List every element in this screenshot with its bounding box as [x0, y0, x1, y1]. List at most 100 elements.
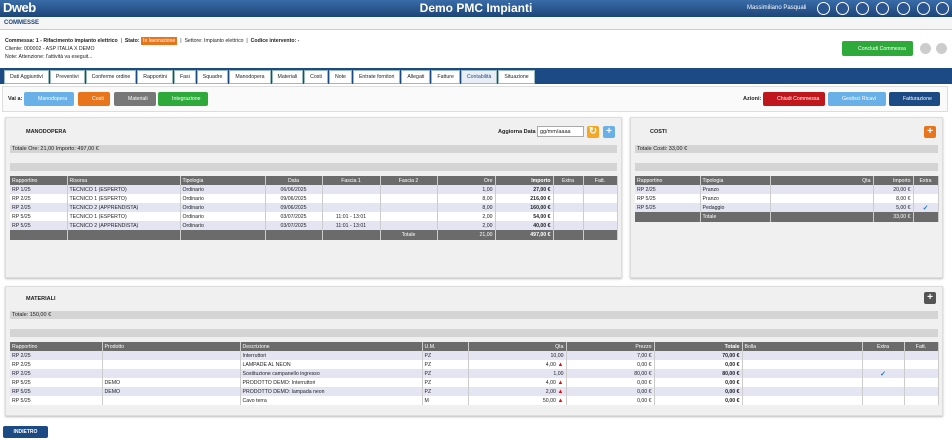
- cell: PZ: [422, 351, 469, 360]
- column-header: Importo: [873, 176, 914, 185]
- column-header: Prezzo: [566, 342, 655, 351]
- action-button[interactable]: Chiudi Commessa: [763, 92, 825, 106]
- materiali-table: Rapportino Prodotto Descrizione U.M. Qta Prez…: [10, 342, 939, 405]
- header-row: RapportinoTipologiaQtaImportoExtraFatt.: [635, 176, 939, 185]
- goto-button[interactable]: Costi: [78, 92, 110, 106]
- tab[interactable]: Materiali: [271, 70, 304, 84]
- tab[interactable]: Allegati: [401, 70, 431, 84]
- cell: [742, 360, 863, 369]
- actions-label: Azioni:: [743, 96, 762, 102]
- tab[interactable]: Conferme ordine: [85, 70, 137, 84]
- tab[interactable]: Fatture: [431, 70, 460, 84]
- cell: [583, 185, 618, 194]
- stato-badge: In lavorazione: [141, 37, 178, 45]
- tab[interactable]: Manodopera: [229, 70, 271, 84]
- cell: [380, 212, 438, 221]
- cell: [553, 203, 584, 212]
- action-button[interactable]: Gestisci Ricavi: [828, 92, 886, 106]
- cell: RP 2/25: [10, 194, 68, 203]
- grid-icon[interactable]: [897, 2, 910, 15]
- home-icon[interactable]: [917, 2, 930, 15]
- add-button[interactable]: +: [924, 126, 936, 138]
- tab[interactable]: Entrate fornitori: [352, 70, 401, 84]
- column-header: Data: [265, 176, 323, 185]
- info-icon[interactable]: [876, 2, 889, 15]
- cell: 8,00: [437, 194, 496, 203]
- summary: Totale Costi: 33,00 €: [635, 145, 938, 153]
- goto-button[interactable]: Manodopera: [24, 92, 74, 106]
- tools-icon[interactable]: [836, 2, 849, 15]
- goto-button[interactable]: Integrazione: [158, 92, 208, 106]
- cell: 50,00 ▲: [468, 396, 567, 405]
- cell: Interruttori: [240, 351, 423, 360]
- cell: RP 2/25: [10, 360, 103, 369]
- warning-icon: ▲: [555, 361, 564, 368]
- commessa-text: Commessa: 1 - Rifacimento impianto elett…: [5, 38, 118, 44]
- cell: [742, 387, 863, 396]
- column-header: Fatt.: [583, 176, 618, 185]
- tab[interactable]: Dati Aggiuntivi: [4, 70, 49, 84]
- cell: [913, 212, 939, 222]
- cell: LAMPADE AL NEON: [240, 360, 423, 369]
- add-button[interactable]: +: [924, 292, 936, 304]
- cell: [742, 378, 863, 387]
- cell: 4,00 ▲: [468, 360, 567, 369]
- filter-bar: [635, 163, 938, 171]
- tab[interactable]: Rapportini: [137, 70, 173, 84]
- column-header: Prodotto: [102, 342, 241, 351]
- column-header: Risorsa: [67, 176, 181, 185]
- header-row: Rapportino Prodotto Descrizione U.M. Qta Prez…: [10, 342, 939, 351]
- tab-bar: Dati Aggiuntivi Preventivi Conferme ordine…: [0, 68, 952, 84]
- user-name[interactable]: Massimiliano Pasquali: [747, 5, 807, 11]
- cell: RP 5/25: [10, 212, 68, 221]
- tab[interactable]: Fasi: [173, 70, 196, 84]
- column-header: Fascia 2: [380, 176, 438, 185]
- cell: ✓: [913, 203, 939, 212]
- action-button[interactable]: Fatturazione: [889, 92, 940, 106]
- cell: 33,00 €: [873, 212, 914, 222]
- cell: [742, 351, 863, 360]
- goto-button[interactable]: Materiali: [114, 92, 156, 106]
- cell: Ordinario: [180, 203, 266, 212]
- tab[interactable]: Situazione: [498, 70, 535, 84]
- cell: DEMO: [102, 387, 241, 396]
- add-button[interactable]: +: [603, 126, 615, 138]
- tab[interactable]: Contabilità: [460, 70, 498, 84]
- cell: [102, 396, 241, 405]
- cell: Sostituzione campanello ingresso: [240, 369, 423, 378]
- warning-icon: ▲: [555, 397, 564, 404]
- cell: 0,00 €: [654, 387, 743, 396]
- tab[interactable]: Preventivi: [49, 70, 85, 84]
- table-row: RP 2/25 TECNICO 2 (APPRENDISTA) Ordinario 0…: [10, 203, 618, 212]
- cell: RP 5/25: [10, 387, 103, 396]
- cell: Totale: [700, 212, 771, 222]
- tab[interactable]: Costi: [304, 70, 328, 84]
- cell: 0,00 €: [566, 360, 655, 369]
- cell: Cavo terra: [240, 396, 423, 405]
- menu-icon[interactable]: [936, 2, 949, 15]
- tab[interactable]: Squadre: [196, 70, 229, 84]
- cell: [553, 194, 584, 203]
- cell: RP 2/25: [10, 351, 103, 360]
- cell: RP 5/25: [10, 221, 68, 230]
- column-header: Bolla: [742, 342, 863, 351]
- cell: RP 5/25: [635, 203, 701, 212]
- next-button[interactable]: [936, 43, 947, 54]
- cell: 0,00 €: [566, 378, 655, 387]
- play-icon[interactable]: [856, 2, 869, 15]
- date-input[interactable]: gg/mm/aaaa: [537, 126, 584, 137]
- cell: [583, 221, 618, 230]
- back-button[interactable]: INDIETRO: [3, 426, 48, 438]
- cell: [904, 396, 939, 405]
- search-icon[interactable]: [817, 2, 830, 15]
- cell: [770, 203, 874, 212]
- cell: TECNICO 2 (APPRENDISTA): [67, 221, 181, 230]
- check-icon: ✓: [880, 370, 886, 378]
- conclude-button[interactable]: Concludi Commessa: [842, 41, 913, 56]
- refresh-button[interactable]: ↻: [587, 126, 599, 138]
- prev-button[interactable]: [920, 43, 931, 54]
- tab[interactable]: Note: [328, 70, 352, 84]
- cell: [67, 230, 181, 240]
- cell: [322, 194, 381, 203]
